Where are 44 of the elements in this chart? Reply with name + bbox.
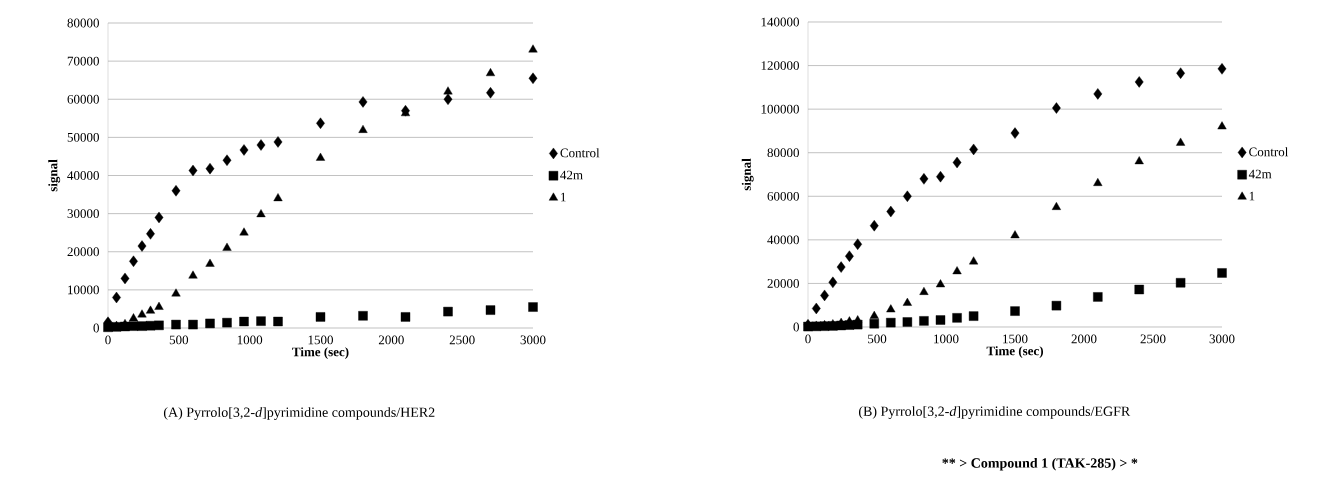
- y-tick-label: 60000: [67, 94, 99, 104]
- y-axis-title: signal: [741, 158, 754, 191]
- text: (A) Pyrrolo[3,2-d]pyrimidine compounds/HER2: [163, 407, 435, 420]
- y-tick-label: 30000: [67, 209, 99, 219]
- legend-label: 42m: [560, 170, 583, 180]
- x-tick-label: 0: [105, 335, 111, 345]
- x-tick-label: 2000: [378, 335, 404, 345]
- x-axis-title: Time (sec): [986, 346, 1044, 358]
- y-tick-label: 0: [93, 323, 99, 333]
- y-axis-title: signal: [48, 159, 61, 192]
- y-tick-label: 140000: [761, 17, 799, 27]
- x-tick-label: 1000: [237, 335, 263, 345]
- x-tick-label: 1500: [1003, 334, 1028, 344]
- y-tick-label: 100000: [761, 104, 799, 114]
- x-tick-label: 500: [868, 334, 887, 344]
- y-tick-label: 80000: [767, 148, 799, 158]
- text: (B) Pyrrolo[3,2-d]pyrimidine compounds/EGFR: [858, 406, 1131, 419]
- x-tick-label: 3000: [1209, 334, 1235, 344]
- y-tick-label: 120000: [761, 61, 799, 70]
- legend-label: 1: [561, 192, 566, 202]
- y-tick-label: 20000: [767, 279, 799, 288]
- x-tick-label: 2000: [1071, 334, 1097, 344]
- x-tick-label: 1500: [308, 335, 333, 345]
- x-tick-label: 0: [805, 334, 811, 344]
- y-tick-label: 10000: [68, 285, 99, 295]
- y-tick-label: 40000: [67, 171, 99, 180]
- y-tick-label: 60000: [767, 191, 799, 201]
- legend-label: Control: [1249, 147, 1289, 157]
- y-tick-label: 0: [793, 322, 799, 332]
- y-tick-label: 80000: [67, 18, 99, 28]
- x-tick-label: 2500: [1140, 334, 1166, 344]
- legend-label: 1: [1249, 191, 1255, 201]
- x-tick-label: 3000: [520, 335, 546, 345]
- x-tick-label: 2500: [449, 335, 475, 345]
- y-tick-label: 50000: [67, 132, 99, 142]
- y-tick-label: 40000: [767, 235, 799, 245]
- y-tick-label: 70000: [67, 56, 99, 66]
- x-axis-title: Time (sec): [292, 347, 349, 359]
- x-tick-label: 1000: [934, 334, 959, 344]
- y-tick-label: 20000: [67, 247, 99, 257]
- legend-label: 42m: [1248, 169, 1272, 179]
- x-tick-label: 500: [169, 335, 189, 345]
- text: ** > Compound 1 (TAK-285) > *: [942, 457, 1138, 471]
- legend-label: Control: [560, 148, 600, 158]
